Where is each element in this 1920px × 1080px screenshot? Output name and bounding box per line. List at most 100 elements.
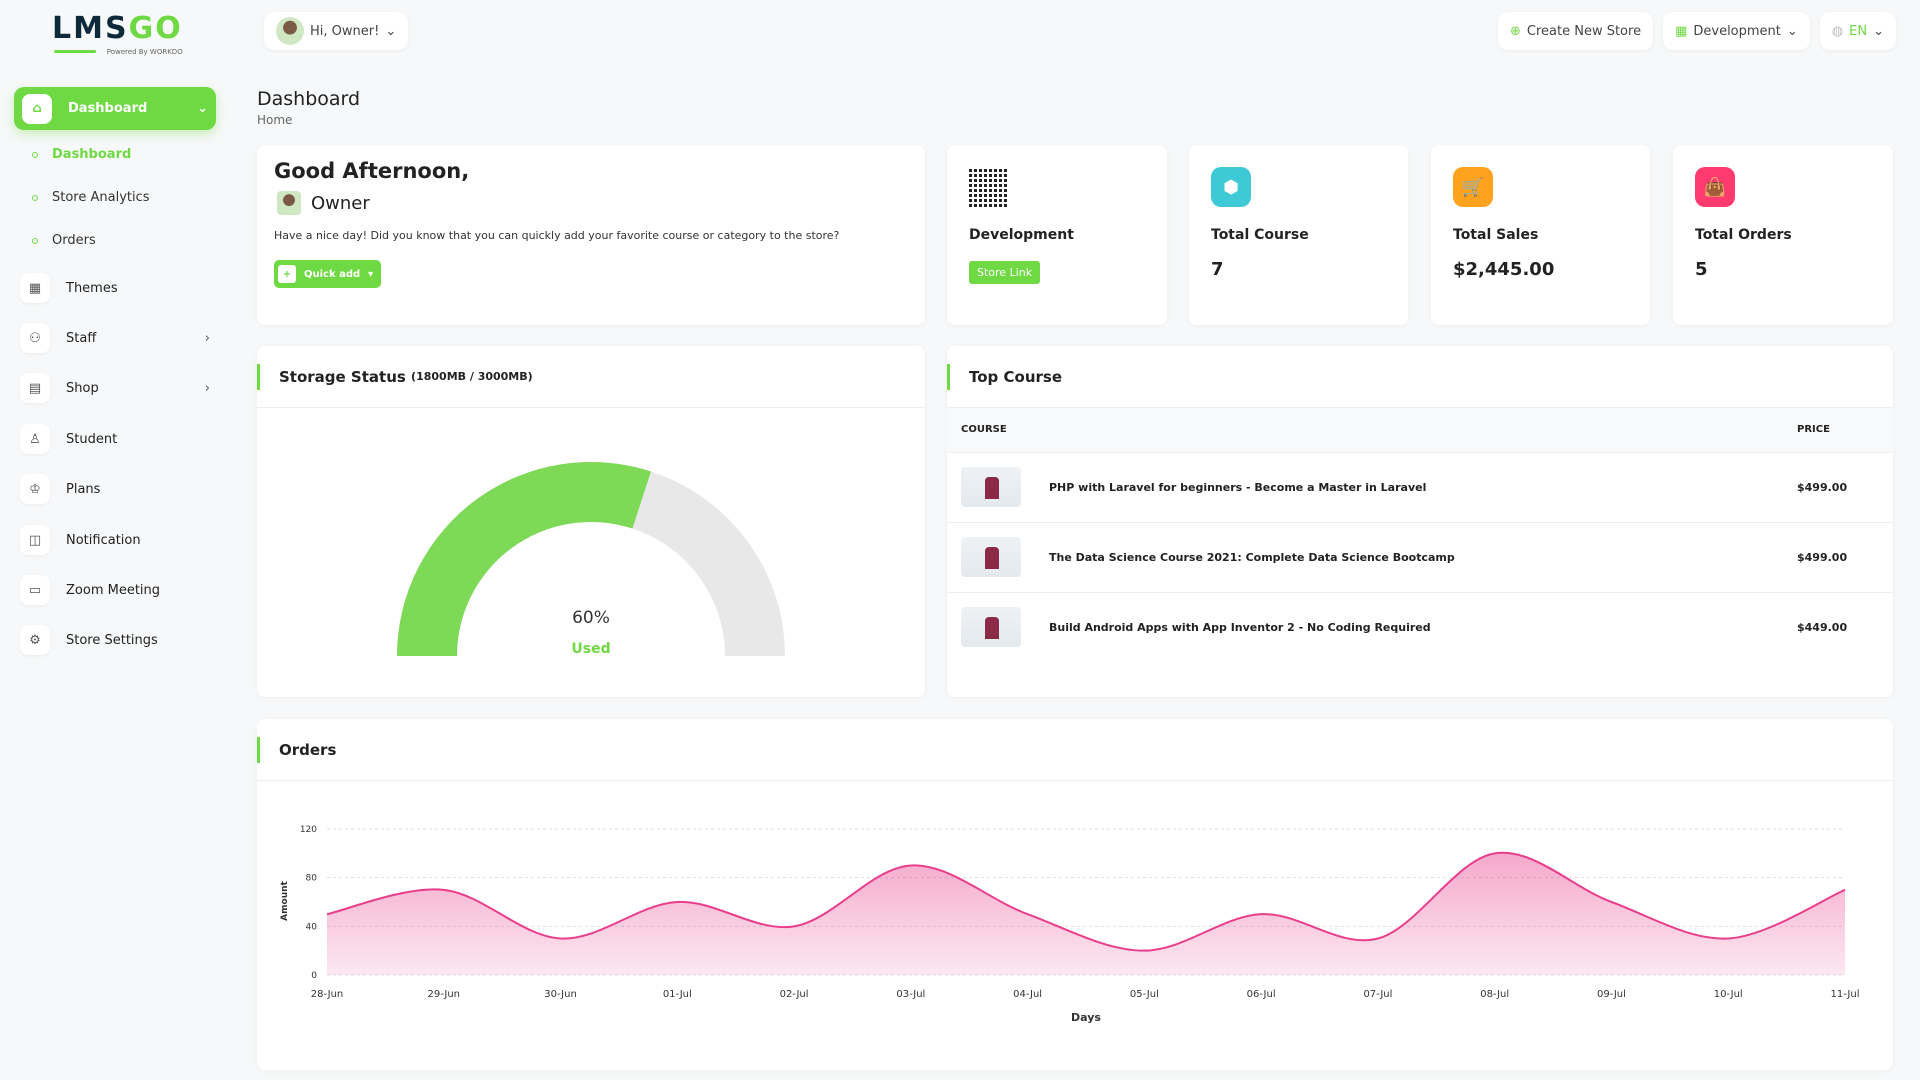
video-icon: ▭ (20, 575, 50, 605)
chevron-right-icon: › (204, 330, 210, 346)
logo: LMSGO Powered By WORKDO (52, 11, 183, 57)
award-icon: ♔ (20, 474, 50, 504)
shop-icon: ▤ (20, 373, 50, 403)
stat-card-total-course: ⬢ Total Course 7 (1189, 145, 1408, 325)
caret-down-icon: ▾ (368, 268, 374, 280)
x-tick-label: 07-Jul (1363, 989, 1392, 1000)
storage-card: Storage Status (1800MB / 3000MB) 60% Use… (257, 346, 925, 697)
x-tick-label: 11-Jul (1831, 989, 1860, 1000)
user-menu[interactable]: Hi, Owner! ⌄ (264, 12, 409, 50)
top-course-card: Top Course COURSE PRICE PHP with Laravel … (947, 346, 1893, 697)
create-store-button[interactable]: ⊕ Create New Store (1497, 12, 1654, 50)
table-row[interactable]: PHP with Laravel for beginners - Become … (947, 451, 1893, 522)
orders-chart: Amount Days 0 40 80 120 28-Jun 29-Jun 30-Jun 01… (280, 825, 1860, 1024)
sidebar-sub-store-analytics[interactable]: Store Analytics (32, 190, 150, 205)
sidebar-item-themes[interactable]: ▦ Themes (20, 273, 210, 303)
x-tick-label: 03-Jul (896, 989, 925, 1000)
welcome-card: Good Afternoon, Owner Have a nice day! D… (257, 145, 925, 325)
plus-icon: + (278, 265, 296, 283)
area-fill (327, 852, 1845, 975)
breadcrumb[interactable]: Home (257, 113, 293, 127)
stat-card-development: Development Store Link (947, 145, 1167, 325)
grid-icon: ▦ (20, 273, 50, 303)
sidebar-item-shop[interactable]: ▤ Shop › (20, 373, 210, 403)
storage-detail: (1800MB / 3000MB) (411, 370, 533, 383)
sidebar-item-student[interactable]: ♙ Student (20, 424, 210, 454)
language-select[interactable]: ◍ EN ⌄ (1819, 12, 1896, 50)
course-thumbnail (961, 467, 1021, 507)
y-tick-label: 80 (306, 874, 318, 884)
header-actions: ⊕ Create New Store ▦ Development ⌄ ◍ EN ⌄ (1497, 12, 1896, 50)
store-select[interactable]: ▦ Development ⌄ (1663, 12, 1810, 50)
sidebar-sub-dashboard[interactable]: Dashboard (32, 147, 131, 162)
avatar (277, 191, 301, 215)
x-tick-label: 04-Jul (1013, 989, 1042, 1000)
table-row[interactable]: Build Android Apps with App Inventor 2 -… (947, 591, 1893, 662)
user-greeting: Hi, Owner! (310, 23, 380, 39)
chevron-down-icon: ⌄ (197, 101, 208, 116)
sidebar-item-plans[interactable]: ♔ Plans (20, 474, 210, 504)
x-axis-label: Days (1071, 1011, 1101, 1024)
users-icon: ⚇ (20, 323, 50, 353)
col-course: COURSE (947, 408, 1783, 452)
top-course-title: Top Course (947, 346, 1893, 408)
storage-title: Storage Status (279, 367, 406, 386)
x-tick-label: 28-Jun (311, 989, 344, 1000)
y-axis-label: Amount (280, 880, 290, 920)
x-tick-label: 06-Jul (1247, 989, 1276, 1000)
globe-icon: ◍ (1831, 23, 1844, 39)
sidebar-item-dashboard[interactable]: ⌂ Dashboard ⌄ (14, 87, 216, 130)
qr-code-icon (969, 167, 1009, 207)
sidebar-item-store-settings[interactable]: ⚙ Store Settings (20, 625, 210, 655)
course-thumbnail (961, 537, 1021, 577)
course-thumbnail (961, 607, 1021, 648)
chevron-down-icon: ⌄ (1786, 23, 1798, 39)
series-line (326, 851, 1846, 952)
storage-gauge (397, 462, 785, 656)
x-tick-label: 29-Jun (428, 989, 461, 1000)
sidebar-sub-orders[interactable]: Orders (32, 233, 96, 248)
cart-icon: 🛒 (1453, 167, 1493, 207)
store-link-button[interactable]: Store Link (969, 261, 1041, 284)
storage-used-label: Used (571, 641, 611, 657)
home-icon: ⌂ (22, 93, 52, 124)
top-course-table: COURSE PRICE PHP with Laravel for beginne… (947, 408, 1893, 662)
user-icon: ♙ (20, 424, 50, 454)
x-tick-label: 10-Jul (1714, 989, 1743, 1000)
y-tick-label: 40 (306, 922, 318, 932)
x-tick-label: 30-Jun (544, 989, 577, 1000)
x-tick-label: 01-Jul (663, 989, 692, 1000)
page-title: Dashboard (257, 88, 361, 110)
table-row[interactable]: The Data Science Course 2021: Complete D… (947, 521, 1893, 592)
stat-card-total-orders: 👜 Total Orders 5 (1673, 145, 1893, 325)
sidebar-item-notification[interactable]: ◫ Notification (20, 525, 210, 555)
store-icon: ▦ (1675, 23, 1688, 39)
sidebar-item-zoom-meeting[interactable]: ▭ Zoom Meeting (20, 575, 210, 605)
bag-icon: 👜 (1695, 167, 1735, 207)
chevron-down-icon: ⌄ (385, 23, 397, 39)
sidebar-item-staff[interactable]: ⚇ Staff › (20, 323, 210, 353)
avatar (276, 17, 304, 45)
chevron-down-icon: ⌄ (1873, 23, 1884, 39)
x-tick-label: 08-Jul (1480, 989, 1509, 1000)
stat-card-total-sales: 🛒 Total Sales $2,445.00 (1431, 145, 1650, 325)
welcome-message: Have a nice day! Did you know that you c… (274, 229, 840, 242)
welcome-greeting: Good Afternoon, (274, 159, 470, 183)
plus-circle-icon: ⊕ (1509, 23, 1521, 39)
col-price: PRICE (1783, 408, 1893, 452)
x-tick-label: 09-Jul (1597, 989, 1626, 1000)
y-tick-label: 0 (311, 971, 317, 981)
box-icon: ⬢ (1211, 167, 1251, 207)
storage-percent: 60% (572, 608, 610, 628)
quick-add-button[interactable]: + Quick add ▾ (274, 260, 382, 288)
bell-icon: ◫ (20, 525, 50, 555)
chevron-right-icon: › (204, 380, 210, 396)
x-tick-label: 02-Jul (780, 989, 809, 1000)
orders-card: Orders Amount Days 0 40 80 120 28-Jun 29-Jun 3… (257, 719, 1893, 1070)
gear-icon: ⚙ (20, 625, 50, 655)
gauge-fill (397, 462, 651, 656)
owner-name: Owner (311, 192, 370, 214)
orders-title: Orders (257, 719, 1893, 781)
y-tick-label: 120 (300, 825, 317, 835)
x-tick-label: 05-Jul (1130, 989, 1159, 1000)
